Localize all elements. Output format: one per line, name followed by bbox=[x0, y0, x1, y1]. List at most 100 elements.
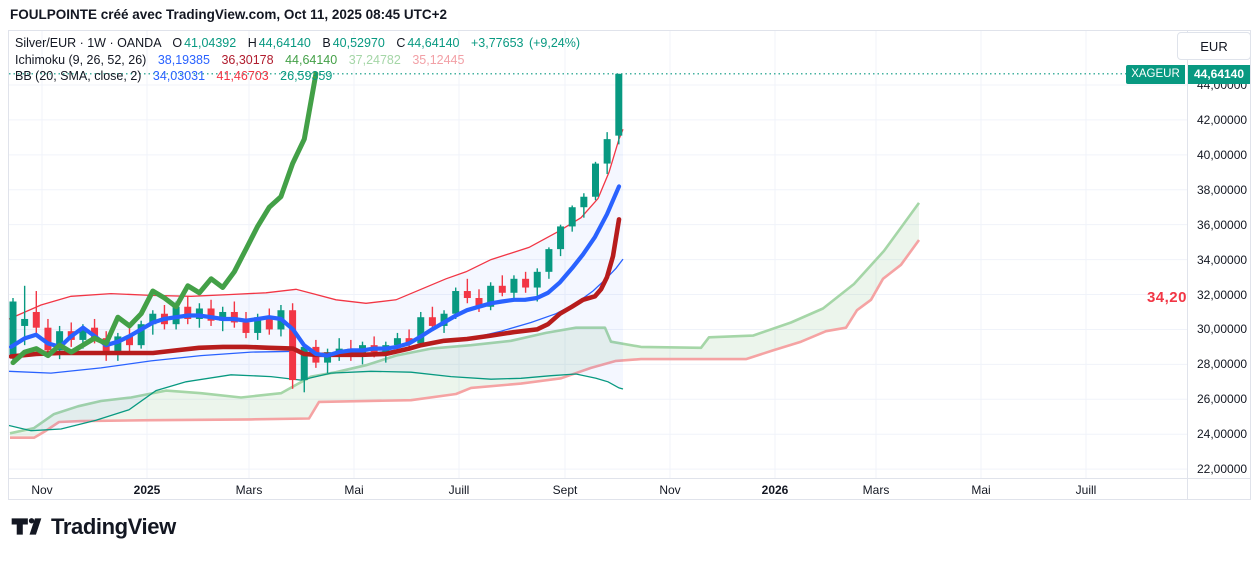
price-axis-separator bbox=[1187, 31, 1188, 499]
currency-button[interactable]: EUR bbox=[1177, 32, 1251, 60]
bb-lower-value: 26,59359 bbox=[280, 69, 333, 83]
candle-body bbox=[254, 317, 262, 333]
ichimoku-lagging-value: 44,64140 bbox=[285, 52, 338, 67]
time-axis-separator bbox=[9, 478, 1250, 479]
candle-body bbox=[475, 298, 483, 307]
candle-body bbox=[463, 291, 471, 299]
candle-body bbox=[300, 346, 308, 381]
candle-body bbox=[417, 317, 425, 344]
ichimoku-kijun-line bbox=[9, 217, 622, 359]
candle-body bbox=[44, 327, 52, 351]
candle-body bbox=[32, 311, 40, 328]
candle-body bbox=[568, 207, 576, 227]
symbol-price-flag[interactable]: XAGEUR bbox=[1126, 64, 1185, 84]
tradingview-logo-icon[interactable] bbox=[11, 513, 42, 540]
candle-body bbox=[56, 331, 64, 351]
bb-title[interactable]: BB (20, SMA, close, 2) bbox=[15, 69, 142, 83]
ichimoku-lead-b-value: 35,12445 bbox=[412, 52, 465, 67]
candle-body bbox=[545, 249, 553, 272]
time-axis-label: Nov bbox=[659, 483, 681, 497]
price-axis-label: 34,00000 bbox=[1197, 252, 1248, 267]
low-value: 40,52970 bbox=[332, 36, 385, 50]
candle-body bbox=[149, 313, 157, 325]
candle-body bbox=[393, 338, 401, 346]
low-label: B bbox=[322, 36, 331, 50]
candle-body bbox=[603, 139, 611, 164]
candle-body bbox=[592, 163, 599, 197]
candle-body bbox=[533, 271, 541, 288]
time-axis-label: Mars bbox=[235, 483, 263, 497]
candle-body bbox=[615, 73, 623, 136]
candle-body bbox=[289, 310, 297, 381]
bb-upper-value: 41,46703 bbox=[216, 69, 269, 83]
tradingview-logo-text[interactable]: TradingView bbox=[51, 513, 176, 539]
candle-body bbox=[452, 291, 460, 314]
candle-body bbox=[428, 317, 436, 326]
change-percent: (+9,24%) bbox=[528, 36, 581, 50]
candle-body bbox=[21, 318, 29, 326]
bollinger-fill bbox=[9, 129, 623, 431]
price-axis-label: 22,00000 bbox=[1197, 462, 1248, 477]
ichimoku-senkou-b-line bbox=[10, 239, 921, 440]
time-axis-label: 2026 bbox=[761, 483, 789, 497]
price-axis-label: 36,00000 bbox=[1197, 217, 1248, 232]
high-value: 44,64140 bbox=[258, 36, 311, 50]
candle-body bbox=[510, 278, 518, 293]
price-axis-label: 26,00000 bbox=[1197, 392, 1248, 407]
bollinger-lower-line bbox=[9, 370, 624, 432]
legend-bb-row[interactable]: BB (20, SMA, close, 2) 34,03031 41,46703… bbox=[15, 68, 580, 85]
attribution-text: FOULPOINTE créé avec TradingView.com, Oc… bbox=[10, 7, 448, 22]
time-axis-label: Juill bbox=[1075, 483, 1097, 497]
candle-body bbox=[487, 285, 495, 307]
time-axis-label: 2025 bbox=[133, 483, 161, 497]
price-axis-label: 24,00000 bbox=[1197, 427, 1248, 442]
ichimoku-base-value: 36,30178 bbox=[221, 52, 274, 67]
price-axis-label: 30,00000 bbox=[1197, 322, 1248, 337]
candle-body bbox=[219, 311, 227, 321]
ichimoku-chikou-line bbox=[10, 71, 319, 366]
time-axis-label: Nov bbox=[31, 483, 53, 497]
chart-plot-area[interactable] bbox=[9, 31, 1187, 478]
candle-body bbox=[79, 327, 87, 340]
high-label: H bbox=[247, 36, 257, 50]
candle-body bbox=[207, 308, 215, 321]
ichimoku-tenkan-line bbox=[9, 184, 622, 358]
candle-body bbox=[137, 324, 145, 346]
legend-ichimoku-row[interactable]: Ichimoku (9, 26, 52, 26) 38,19385 36,301… bbox=[15, 52, 580, 69]
price-axis-label: 42,00000 bbox=[1197, 112, 1248, 127]
symbol-title[interactable]: Silver/EUR · 1W · OANDA bbox=[15, 36, 161, 50]
open-value: 41,04392 bbox=[184, 36, 237, 50]
candle-body bbox=[557, 226, 565, 250]
candle-body bbox=[405, 338, 413, 344]
open-label: O bbox=[172, 36, 183, 50]
change-value: +3,77653 bbox=[470, 36, 524, 50]
time-axis-label: Mai bbox=[344, 483, 364, 497]
ichimoku-conversion-value: 38,19385 bbox=[157, 52, 210, 67]
candle-body bbox=[522, 278, 530, 288]
candle-body bbox=[242, 322, 250, 333]
ichimoku-cloud-fill bbox=[10, 202, 919, 438]
candle-body bbox=[114, 336, 122, 354]
candle-body bbox=[440, 313, 448, 326]
time-axis-label: Mai bbox=[971, 483, 991, 497]
close-value: 44,64140 bbox=[407, 36, 460, 50]
time-axis-label: Mars bbox=[862, 483, 890, 497]
price-axis-label: 40,00000 bbox=[1197, 147, 1248, 162]
last-price-label[interactable]: 44,64140 bbox=[1188, 64, 1250, 84]
legend-symbol-row[interactable]: Silver/EUR · 1W · OANDA O 41,04392 H 44,64… bbox=[15, 35, 580, 52]
ichimoku-lead-a-value: 37,24782 bbox=[348, 52, 401, 67]
candle-body bbox=[265, 317, 273, 330]
price-chart-canvas bbox=[9, 31, 1187, 478]
footer: TradingView bbox=[11, 513, 176, 540]
price-axis-label: 32,00000 bbox=[1197, 287, 1248, 302]
candle-body bbox=[9, 301, 17, 358]
time-axis-label: Sept bbox=[552, 483, 578, 497]
ichimoku-title[interactable]: Ichimoku (9, 26, 52, 26) bbox=[15, 52, 147, 67]
candle-body bbox=[580, 196, 588, 208]
time-axis-label: Juill bbox=[448, 483, 470, 497]
price-axis-label: 28,00000 bbox=[1197, 357, 1248, 372]
close-label: C bbox=[396, 36, 406, 50]
chart-card: Silver/EUR · 1W · OANDA O 41,04392 H 44,64… bbox=[8, 30, 1251, 500]
candle-body bbox=[184, 306, 192, 319]
